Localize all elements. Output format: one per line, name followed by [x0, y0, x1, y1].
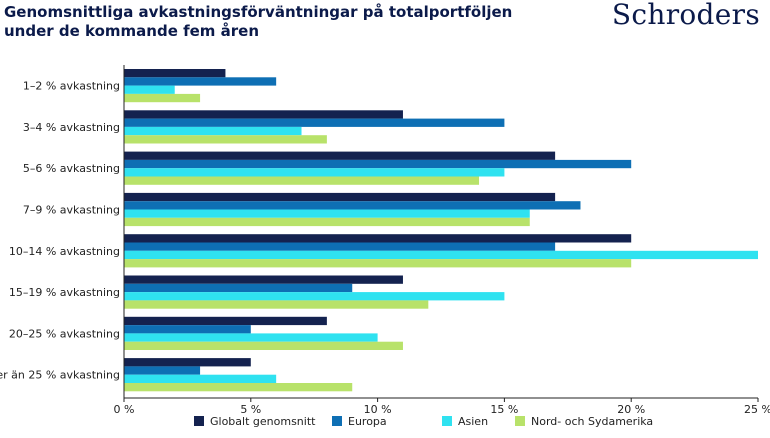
bar-7-series-1	[124, 316, 327, 326]
x-tick-label: 10 %	[364, 403, 392, 416]
x-tick-label: 25 %	[744, 403, 770, 416]
bar-4-series-4	[124, 217, 530, 227]
bar-7-series-4	[124, 341, 403, 350]
legend-swatch-3	[442, 416, 452, 426]
bar-3-series-3	[124, 168, 505, 177]
x-tick-label: 5 %	[240, 403, 261, 416]
bar-3-series-1	[124, 151, 556, 160]
chart-title: Genomsnittliga avkastningsförväntningar …	[4, 3, 513, 40]
bar-7-series-3	[124, 333, 378, 342]
x-tick-label: 15 %	[490, 403, 518, 416]
bar-3-series-2	[124, 159, 632, 169]
bar-1-series-3	[124, 85, 175, 94]
bar-8-series-1	[124, 358, 251, 367]
schroders-logo: Schroders	[611, 0, 760, 31]
bar-7-series-2	[124, 325, 251, 334]
bar-1-series-4	[124, 93, 201, 103]
category-label: 1–2 % avkastning	[23, 80, 120, 93]
category-label: Mer än 25 % avkastning	[0, 369, 120, 382]
legend-swatch-4	[515, 416, 525, 426]
category-label: 7–9 % avkastning	[23, 204, 120, 217]
legend-swatch-2	[332, 416, 342, 426]
category-label: 3–4 % avkastning	[23, 121, 120, 134]
bar-8-series-3	[124, 374, 277, 383]
bar-5-series-1	[124, 234, 632, 243]
bar-5-series-3	[124, 250, 758, 260]
bar-4-series-3	[124, 209, 530, 218]
bar-6-series-3	[124, 292, 505, 301]
bar-8-series-2	[124, 366, 201, 375]
legend-label-1: Globalt genomsnitt	[210, 415, 316, 428]
bar-5-series-2	[124, 242, 556, 251]
category-label: 5–6 % avkastning	[23, 162, 120, 175]
x-tick-label: 0 %	[114, 403, 135, 416]
legend-label-4: Nord- och Sydamerika	[531, 415, 653, 428]
legend-label-2: Europa	[348, 415, 387, 428]
bar-4-series-2	[124, 201, 581, 210]
category-label: 20–25 % avkastning	[9, 327, 120, 340]
legend-label-3: Asien	[458, 415, 488, 428]
bar-4-series-1	[124, 192, 556, 202]
bar-6-series-2	[124, 283, 353, 293]
bar-3-series-4	[124, 176, 480, 185]
bar-6-series-1	[124, 275, 403, 284]
legend-swatch-1	[194, 416, 204, 426]
bar-2-series-3	[124, 126, 302, 136]
bar-2-series-2	[124, 118, 505, 127]
bar-8-series-4	[124, 383, 353, 392]
bar-5-series-4	[124, 259, 632, 268]
bar-6-series-4	[124, 300, 429, 309]
category-label: 10–14 % avkastning	[9, 245, 120, 258]
bar-2-series-4	[124, 135, 327, 144]
bar-1-series-1	[124, 69, 226, 78]
x-tick-label: 20 %	[617, 403, 645, 416]
bar-1-series-2	[124, 77, 277, 86]
bar-2-series-1	[124, 110, 403, 119]
category-label: 15–19 % avkastning	[9, 286, 120, 299]
